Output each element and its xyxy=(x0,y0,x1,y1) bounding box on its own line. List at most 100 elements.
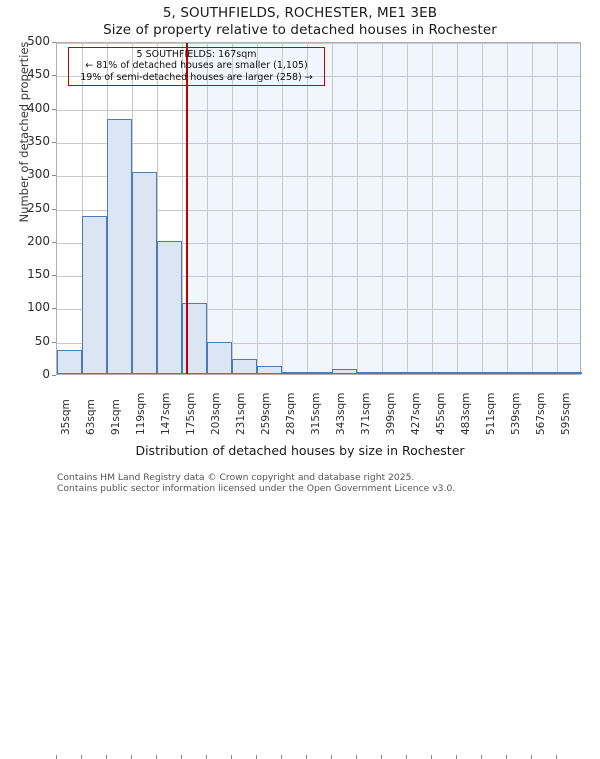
y-axis-tick-label: 200 xyxy=(27,233,50,248)
x-axis-tick-label: 399sqm xyxy=(385,392,397,435)
x-axis-tick-mark xyxy=(306,755,307,759)
x-axis-tick-label: 287sqm xyxy=(285,392,297,435)
gridline-horizontal xyxy=(57,309,580,311)
y-axis-tick-label: 250 xyxy=(27,200,50,215)
y-axis-tick-mark xyxy=(52,42,56,43)
x-axis-tick-label: 371sqm xyxy=(360,392,372,435)
histogram-bar xyxy=(157,241,182,374)
gridline-vertical xyxy=(382,43,383,374)
gridline-horizontal xyxy=(57,76,580,78)
histogram-bar xyxy=(232,359,257,374)
y-axis-tick-mark xyxy=(52,141,56,143)
histogram-bar xyxy=(257,366,282,374)
gridline-vertical xyxy=(232,43,233,374)
histogram-bar xyxy=(382,372,407,374)
x-axis-tick-mark xyxy=(556,755,557,759)
histogram-bar xyxy=(532,372,557,374)
y-axis-tick-label: 100 xyxy=(27,300,50,315)
histogram-bar xyxy=(82,215,107,374)
x-axis-label: Distribution of detached houses by size … xyxy=(135,443,465,458)
histogram-bar xyxy=(282,372,307,374)
y-axis-tick-label: 500 xyxy=(27,34,50,48)
property-size-marker-line xyxy=(186,43,189,374)
x-axis-tick-mark xyxy=(406,755,407,759)
x-axis-tick-mark xyxy=(81,755,82,759)
histogram-bar xyxy=(457,372,482,374)
footer-attribution: Contains HM Land Registry data © Crown c… xyxy=(57,472,577,494)
marker-annotation: 5 SOUTHFIELDS: 167sqm ← 81% of detached … xyxy=(68,47,325,86)
gridline-vertical xyxy=(532,43,533,374)
page-subtitle: Size of property relative to detached ho… xyxy=(103,22,497,38)
y-axis-tick-mark xyxy=(52,375,56,376)
histogram-bar xyxy=(557,372,582,374)
y-axis-tick-mark xyxy=(52,75,56,77)
gridline-vertical xyxy=(357,43,358,374)
x-axis-tick-mark xyxy=(281,755,282,759)
gridline-horizontal xyxy=(57,209,580,211)
x-axis-tick-label: 203sqm xyxy=(210,392,222,435)
x-axis-tick-label: 315sqm xyxy=(310,392,322,435)
y-axis-tick-label: 350 xyxy=(27,133,50,148)
annotation-line-2: ← 81% of detached houses are smaller (1,… xyxy=(85,60,308,72)
gridline-vertical xyxy=(257,43,258,374)
x-axis-tick-mark xyxy=(106,755,107,759)
x-axis-tick-label: 511sqm xyxy=(485,392,497,435)
x-axis-tick-mark xyxy=(206,755,207,759)
plot-area xyxy=(56,42,582,375)
x-axis-tick-mark xyxy=(356,755,357,759)
y-axis-tick-mark xyxy=(52,308,56,310)
x-axis-tick-mark xyxy=(531,755,532,759)
x-axis-tick-label: 119sqm xyxy=(135,392,147,435)
y-axis-tick-label: 150 xyxy=(27,267,50,282)
x-axis-tick-label: 567sqm xyxy=(535,392,547,435)
annotation-line-3: 19% of semi-detached houses are larger (… xyxy=(80,71,313,83)
gridline-vertical xyxy=(557,43,558,374)
histogram-bar xyxy=(357,372,382,374)
y-axis-tick-mark xyxy=(52,341,56,343)
histogram-bar xyxy=(482,372,507,374)
x-axis-tick-mark xyxy=(156,755,157,759)
x-axis-tick-mark xyxy=(331,755,332,759)
chart-page: 5, SOUTHFIELDS, ROCHESTER, ME1 3EB Size … xyxy=(0,5,600,759)
x-axis-tick-mark xyxy=(481,755,482,759)
gridline-vertical xyxy=(457,43,458,374)
x-axis-tick-mark xyxy=(381,755,382,759)
gridline-horizontal xyxy=(57,176,580,178)
gridline-vertical xyxy=(482,43,483,374)
y-axis-tick-label: 50 xyxy=(34,333,50,348)
x-axis-tick-mark xyxy=(256,755,257,759)
gridline-horizontal xyxy=(57,43,580,44)
y-axis-tick-mark xyxy=(52,208,56,210)
y-axis-tick-mark xyxy=(52,275,56,277)
x-axis-ticks: 35sqm 63sqm 91sqm 119sqm 147sqm 175sqm 203sqm 2… xyxy=(0,379,600,759)
x-axis-tick-mark xyxy=(456,755,457,759)
y-axis-tick-label: 400 xyxy=(27,100,50,115)
footer-line-2: Contains public sector information licen… xyxy=(57,483,456,494)
histogram-bar xyxy=(407,372,432,374)
x-axis-tick-mark xyxy=(431,755,432,759)
gridline-vertical xyxy=(282,43,283,374)
histogram-bar xyxy=(57,350,82,374)
gridline-horizontal xyxy=(57,109,580,111)
y-axis-tick-label: 0 xyxy=(42,367,50,381)
x-axis-tick-mark xyxy=(506,755,507,759)
x-axis-tick-label: 259sqm xyxy=(260,392,272,435)
y-axis-tick-label: 300 xyxy=(27,167,50,182)
gridline-vertical xyxy=(307,43,308,374)
gridline-horizontal xyxy=(57,142,580,144)
gridline-vertical xyxy=(182,43,183,374)
gridline-vertical xyxy=(407,43,408,374)
gridline-vertical xyxy=(332,43,333,374)
gridline-horizontal xyxy=(57,242,580,244)
x-axis-tick-label: 35sqm xyxy=(60,399,72,435)
x-axis-tick-label: 175sqm xyxy=(185,392,197,435)
histogram-bar xyxy=(332,368,357,374)
footer-line-1: Contains HM Land Registry data © Crown c… xyxy=(57,472,415,483)
histogram-bar xyxy=(507,372,532,374)
histogram-bar xyxy=(432,372,457,374)
histogram-bar xyxy=(107,118,132,374)
gridline-vertical xyxy=(432,43,433,374)
y-axis-tick-mark xyxy=(52,241,56,243)
x-axis-tick-label: 343sqm xyxy=(335,392,347,435)
histogram-bar xyxy=(207,342,232,374)
